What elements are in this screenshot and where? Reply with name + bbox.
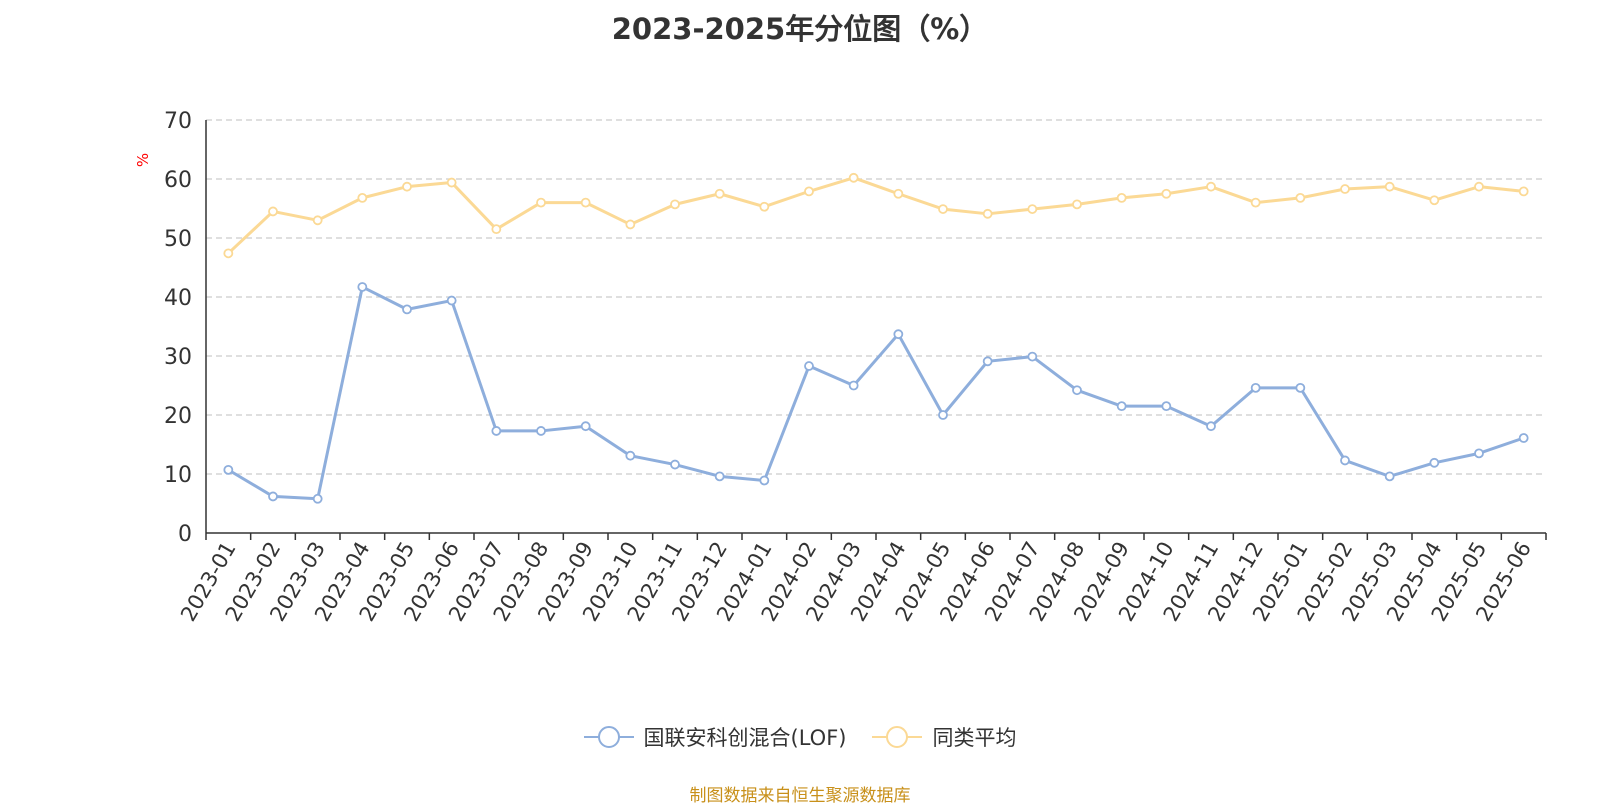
data-point-peer-average[interactable] — [446, 177, 457, 188]
data-point-peer-average[interactable] — [312, 215, 323, 226]
data-point-fund[interactable] — [1116, 401, 1127, 412]
y-tick-label: 30 — [164, 345, 192, 370]
data-point-fund[interactable] — [625, 450, 636, 461]
legend-fund-line-icon — [583, 726, 634, 748]
legend-peer-label: 同类平均 — [932, 726, 1017, 750]
data-point-peer-average[interactable] — [402, 181, 412, 192]
data-point-fund[interactable] — [1295, 382, 1306, 393]
data-point-peer-average[interactable] — [848, 172, 859, 183]
legend-item-fund[interactable]: 国联安科创混合(LOF) — [583, 722, 847, 752]
data-point-fund[interactable] — [357, 282, 368, 292]
data-point-fund[interactable] — [1340, 455, 1350, 466]
data-points — [223, 172, 1529, 504]
data-point-fund[interactable] — [312, 493, 323, 504]
series-lines — [227, 176, 1525, 501]
data-point-peer-average[interactable] — [1518, 186, 1529, 197]
y-tick-label: 10 — [164, 463, 192, 488]
y-tick-label: 20 — [164, 404, 192, 429]
y-tick-label: 70 — [164, 109, 192, 134]
legend-item-peer-average[interactable]: 同类平均 — [872, 722, 1016, 752]
data-point-peer-average[interactable] — [982, 208, 993, 219]
data-point-fund[interactable] — [759, 475, 770, 486]
data-point-fund[interactable] — [804, 361, 814, 371]
data-source-note: 制图数据来自恒生聚源数据库 — [689, 786, 911, 806]
data-point-peer-average[interactable] — [536, 197, 546, 208]
data-point-peer-average[interactable] — [268, 206, 278, 217]
data-point-peer-average[interactable] — [804, 186, 814, 197]
data-point-peer-average[interactable] — [1027, 204, 1038, 214]
data-point-peer-average[interactable] — [1474, 181, 1484, 192]
data-point-peer-average[interactable] — [893, 188, 904, 199]
data-point-peer-average[interactable] — [1072, 199, 1082, 210]
data-point-peer-average[interactable] — [1384, 181, 1395, 192]
data-point-peer-average[interactable] — [1340, 184, 1350, 194]
chart-title: 2023-2025年分位图（%） — [611, 12, 989, 46]
data-point-peer-average[interactable] — [670, 199, 680, 210]
data-point-fund[interactable] — [1250, 382, 1261, 393]
data-point-peer-average[interactable] — [1161, 188, 1172, 199]
data-point-fund[interactable] — [1027, 351, 1038, 362]
y-tick-label: 0 — [178, 522, 192, 547]
data-point-peer-average[interactable] — [938, 204, 948, 214]
data-point-fund[interactable] — [848, 380, 859, 391]
axes: 0102030405060702023-012023-022023-032023… — [164, 109, 1547, 625]
data-point-peer-average[interactable] — [491, 224, 502, 235]
data-point-peer-average[interactable] — [1206, 181, 1216, 192]
data-point-fund[interactable] — [938, 410, 948, 420]
legend: 国联安科创混合(LOF) 同类平均 — [0, 722, 1600, 752]
data-point-fund[interactable] — [223, 464, 234, 475]
data-point-peer-average[interactable] — [1116, 192, 1127, 203]
y-tick-label: 40 — [164, 286, 192, 311]
data-point-fund[interactable] — [1161, 401, 1172, 412]
data-point-fund[interactable] — [1474, 448, 1484, 459]
data-point-fund[interactable] — [670, 459, 680, 470]
y-tick-label: 50 — [164, 227, 192, 252]
data-point-fund[interactable] — [402, 304, 412, 315]
legend-peer-line-icon — [872, 726, 923, 748]
data-point-fund[interactable] — [446, 295, 457, 306]
data-point-peer-average[interactable] — [223, 248, 234, 259]
data-point-peer-average[interactable] — [1295, 192, 1306, 203]
data-point-fund[interactable] — [536, 426, 546, 436]
data-point-peer-average[interactable] — [759, 201, 770, 212]
y-axis-label: % — [134, 153, 152, 167]
data-point-peer-average[interactable] — [625, 219, 636, 230]
data-point-fund[interactable] — [1206, 421, 1216, 432]
data-point-fund[interactable] — [580, 421, 591, 432]
data-point-fund[interactable] — [1518, 433, 1529, 443]
legend-fund-label: 国联安科创混合(LOF) — [643, 726, 847, 750]
data-point-fund[interactable] — [1072, 385, 1082, 396]
data-point-fund[interactable] — [491, 426, 502, 436]
data-point-fund[interactable] — [893, 329, 904, 340]
data-point-fund[interactable] — [1384, 471, 1395, 482]
data-point-peer-average[interactable] — [580, 197, 591, 208]
y-tick-label: 60 — [164, 168, 192, 193]
data-point-peer-average[interactable] — [714, 188, 725, 199]
grid-lines — [206, 119, 1546, 475]
data-point-peer-average[interactable] — [357, 192, 368, 203]
data-point-fund[interactable] — [714, 471, 725, 482]
series-line-peer-average — [227, 176, 1524, 255]
data-point-fund[interactable] — [1429, 457, 1440, 468]
series-line-fund — [227, 285, 1525, 501]
data-point-fund[interactable] — [268, 491, 278, 502]
data-point-peer-average[interactable] — [1250, 197, 1261, 208]
data-point-fund[interactable] — [982, 356, 993, 367]
data-point-peer-average[interactable] — [1429, 195, 1440, 206]
